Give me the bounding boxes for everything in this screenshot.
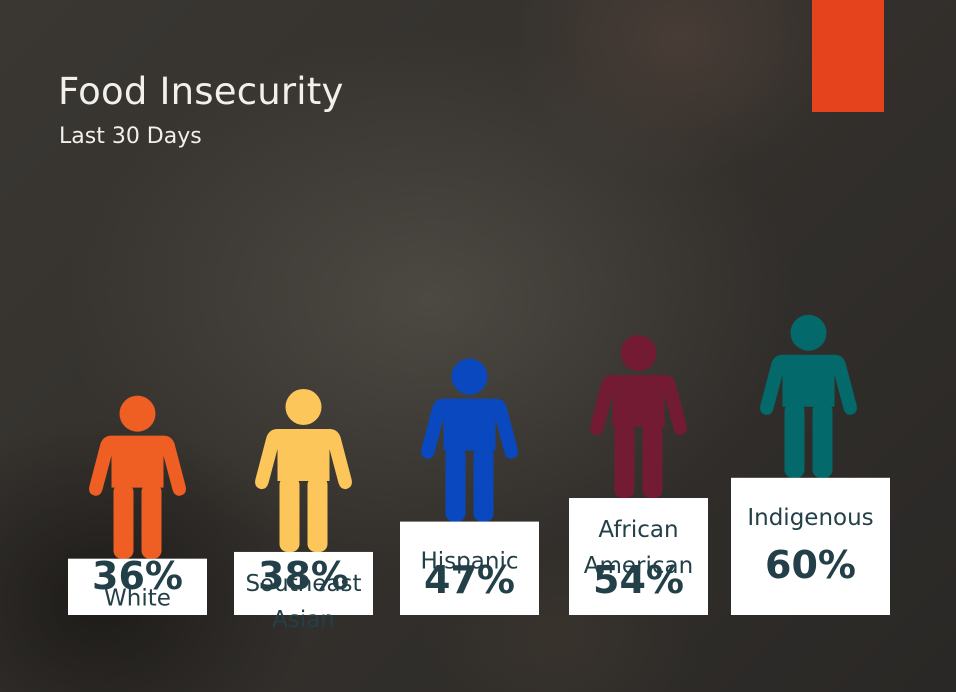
person-leg-right (812, 402, 833, 478)
value-label: 54% (593, 558, 684, 602)
person-head (119, 395, 156, 432)
person-leg-left (445, 446, 466, 522)
category-label: White (104, 586, 171, 612)
value-label: 60% (765, 543, 856, 587)
person-icon (89, 395, 186, 559)
person-leg-left (614, 423, 635, 499)
person-head (285, 388, 322, 425)
category-label: Indigenous (747, 505, 873, 531)
person-body (421, 398, 518, 459)
bar (731, 477, 890, 615)
value-label: 47% (424, 558, 515, 602)
person-leg-left (279, 476, 300, 552)
person-leg-left (784, 402, 805, 478)
person-body (255, 428, 352, 490)
person-leg-right (307, 476, 328, 552)
person-head (790, 314, 827, 351)
person-body (590, 375, 687, 436)
person-leg-right (141, 483, 162, 559)
category-label: Southeast (245, 571, 361, 597)
person-head (451, 358, 488, 395)
category-label: African (598, 517, 678, 543)
chart-subtitle: Last 30 Days (59, 124, 202, 149)
value-label: 36% (92, 554, 183, 598)
category-label: Asian (272, 607, 335, 633)
person-head (620, 335, 657, 372)
accent-bar (812, 0, 884, 112)
bar (569, 498, 708, 615)
person-leg-right (642, 423, 663, 499)
person-icon (590, 335, 687, 499)
category-label: American (584, 553, 693, 579)
category-label: Hispanic (421, 549, 519, 575)
bar (234, 551, 373, 615)
person-body (760, 354, 857, 415)
bar (400, 521, 539, 615)
person-icon (255, 388, 352, 552)
person-icon (421, 358, 518, 522)
person-leg-right (473, 446, 494, 522)
person-icon (760, 314, 857, 478)
person-body (89, 435, 186, 496)
chart-title: Food Insecurity (58, 70, 344, 113)
person-leg-left (113, 483, 134, 559)
bar (68, 558, 207, 615)
value-label: 38% (258, 554, 349, 598)
